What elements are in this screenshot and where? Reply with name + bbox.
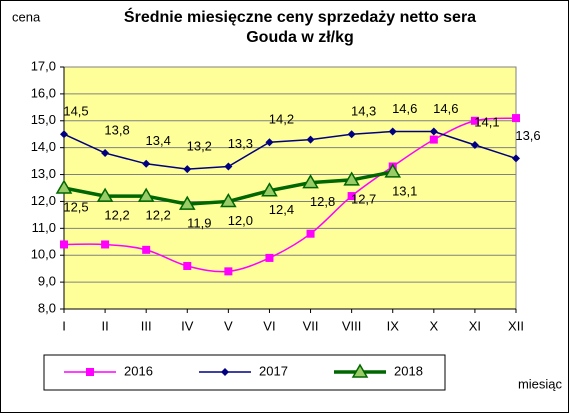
data-label: 11,9 xyxy=(187,216,211,231)
data-point xyxy=(343,171,360,186)
data-point xyxy=(470,140,479,149)
data-label: 14,5 xyxy=(63,104,88,119)
x-tick-label: IX xyxy=(387,318,400,333)
x-tick-label: VI xyxy=(263,318,275,333)
data-label: 14,1 xyxy=(474,114,499,129)
x-axis-label: miesiąc xyxy=(518,376,563,391)
x-tick-label: III xyxy=(141,318,152,333)
legend-marker xyxy=(351,363,369,378)
data-label: 13,1 xyxy=(392,183,417,198)
x-tick-label: XI xyxy=(469,318,481,333)
y-tick-label: 14,0 xyxy=(31,139,56,154)
x-tick-label: IV xyxy=(181,318,194,333)
series-line xyxy=(63,130,517,170)
legend-marker xyxy=(86,368,94,376)
data-point xyxy=(261,182,278,197)
y-tick-label: 17,0 xyxy=(31,58,56,73)
data-point xyxy=(178,195,196,210)
legend-label: 2017 xyxy=(259,363,288,378)
data-point xyxy=(137,187,155,202)
data-point xyxy=(265,253,274,262)
x-tick-label: V xyxy=(224,318,233,333)
data-point xyxy=(470,116,479,125)
data-label: 13,3 xyxy=(228,136,253,151)
data-point xyxy=(101,240,110,249)
data-point xyxy=(512,114,520,123)
data-point xyxy=(306,229,315,238)
data-point xyxy=(60,130,68,139)
data-label: 12,8 xyxy=(310,194,335,209)
data-point xyxy=(265,138,274,147)
chart-title: Średnie miesięczne ceny sprzedaży netto … xyxy=(124,7,476,26)
x-tick-label: II xyxy=(101,318,108,333)
data-label: 14,3 xyxy=(351,104,376,119)
data-label: 13,8 xyxy=(104,122,129,137)
data-label: 14,6 xyxy=(433,101,458,116)
y-tick-label: 16,0 xyxy=(31,85,56,100)
legend-marker xyxy=(221,368,229,376)
y-tick-label: 15,0 xyxy=(31,112,56,127)
data-point xyxy=(388,127,397,136)
legend-label: 2018 xyxy=(394,363,423,378)
data-point xyxy=(183,261,192,270)
data-label: 13,2 xyxy=(187,139,212,154)
y-tick-label: 9,0 xyxy=(38,274,56,289)
data-point xyxy=(384,163,402,178)
x-tick-label: XII xyxy=(508,318,524,333)
data-label: 14,2 xyxy=(269,112,294,127)
data-label: 12,2 xyxy=(146,208,171,223)
data-label: 12,4 xyxy=(269,202,294,217)
y-tick-label: 13,0 xyxy=(31,166,56,181)
data-point xyxy=(60,240,68,249)
data-point xyxy=(429,127,438,136)
data-point xyxy=(347,192,356,201)
data-point xyxy=(142,245,151,254)
data-point xyxy=(96,187,114,202)
data-label: 13,4 xyxy=(146,133,171,148)
data-label: 13,6 xyxy=(515,128,540,143)
data-label: 12,7 xyxy=(351,191,376,206)
y-tick-label: 12,0 xyxy=(31,193,56,208)
data-label: 14,6 xyxy=(392,101,417,116)
data-point xyxy=(347,130,356,139)
data-point xyxy=(302,174,319,189)
x-tick-label: X xyxy=(429,318,438,333)
data-point xyxy=(512,154,520,163)
chart-subtitle: Gouda w zł/kg xyxy=(246,29,354,46)
x-tick-label: VII xyxy=(303,318,319,333)
data-point xyxy=(224,267,233,276)
data-label: 12,2 xyxy=(104,208,129,223)
data-point xyxy=(429,135,438,144)
data-point xyxy=(55,179,73,194)
data-label: 12,0 xyxy=(228,213,253,228)
y-tick-label: 11,0 xyxy=(32,220,56,235)
x-tick-label: VIII xyxy=(342,318,362,333)
data-point xyxy=(101,149,110,158)
data-point xyxy=(306,135,315,144)
y-tick-label: 10,0 xyxy=(31,247,56,262)
data-point xyxy=(224,162,233,171)
x-tick-label: I xyxy=(62,318,66,333)
data-point xyxy=(142,159,151,168)
data-point xyxy=(220,192,237,208)
y-tick-label: 8,0 xyxy=(38,300,56,315)
legend-label: 2016 xyxy=(124,363,153,378)
y-axis-label: cena xyxy=(12,9,41,24)
data-point xyxy=(183,165,192,174)
data-label: 12,5 xyxy=(63,199,88,214)
